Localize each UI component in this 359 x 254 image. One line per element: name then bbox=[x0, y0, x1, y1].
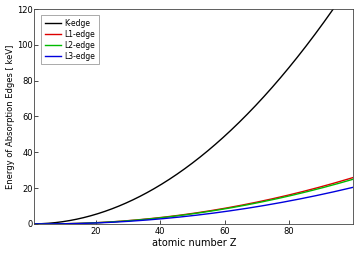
X-axis label: atomic number Z: atomic number Z bbox=[152, 239, 236, 248]
L2-edge bbox=[351, 178, 356, 181]
Line: L1-edge: L1-edge bbox=[34, 178, 354, 224]
K-edge bbox=[294, 57, 298, 60]
L1-edge bbox=[222, 207, 227, 210]
L2-edge bbox=[222, 208, 227, 211]
L3-edge bbox=[186, 215, 190, 218]
K-edge bbox=[205, 150, 209, 153]
Line: L2-edge: L2-edge bbox=[34, 179, 354, 224]
Line: L3-edge: L3-edge bbox=[34, 187, 354, 224]
L1-edge bbox=[186, 213, 190, 216]
L3-edge bbox=[351, 186, 356, 189]
K-edge bbox=[32, 222, 37, 225]
K-edge bbox=[186, 165, 190, 168]
K-edge bbox=[222, 135, 227, 138]
Line: K-edge: K-edge bbox=[34, 0, 354, 224]
L2-edge bbox=[186, 213, 190, 216]
Y-axis label: Energy of Absorption Edges [ keV]: Energy of Absorption Edges [ keV] bbox=[5, 44, 15, 189]
L2-edge bbox=[205, 210, 209, 213]
L3-edge bbox=[184, 215, 188, 218]
L1-edge bbox=[294, 192, 298, 195]
L3-edge bbox=[205, 212, 209, 215]
Legend: K-edge, L1-edge, L2-edge, L3-edge: K-edge, L1-edge, L2-edge, L3-edge bbox=[42, 15, 99, 65]
L1-edge bbox=[32, 222, 37, 225]
L3-edge bbox=[222, 210, 227, 213]
L3-edge bbox=[344, 187, 348, 190]
L3-edge bbox=[32, 222, 37, 225]
L2-edge bbox=[344, 180, 348, 183]
L3-edge bbox=[294, 198, 298, 201]
L2-edge bbox=[294, 193, 298, 196]
K-edge bbox=[184, 166, 188, 169]
L1-edge bbox=[351, 176, 356, 179]
L1-edge bbox=[184, 213, 188, 216]
L1-edge bbox=[344, 178, 348, 181]
L2-edge bbox=[32, 222, 37, 225]
L2-edge bbox=[184, 213, 188, 216]
L1-edge bbox=[205, 210, 209, 213]
